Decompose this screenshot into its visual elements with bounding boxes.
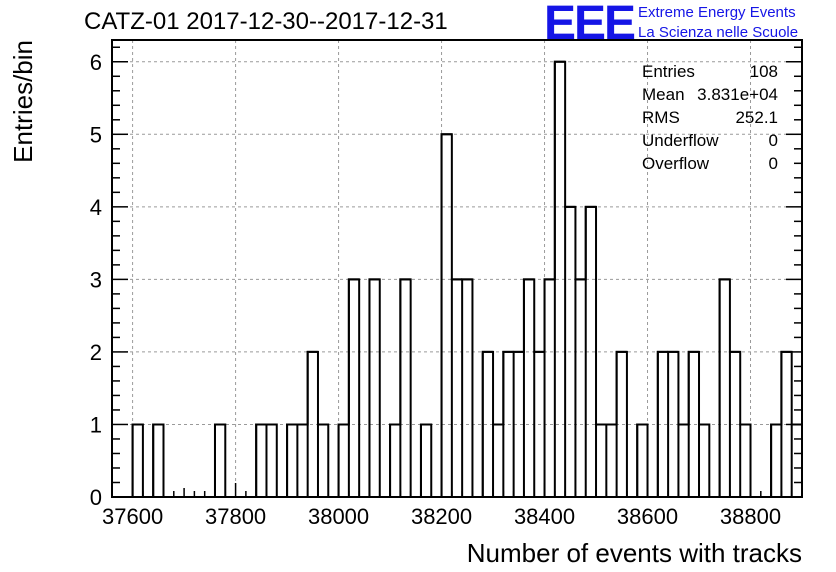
histogram-bin xyxy=(316,423,329,497)
stat-row-entries: Entries 108 xyxy=(642,60,778,83)
y-tick-label: 2 xyxy=(90,340,102,365)
plot-frame xyxy=(111,39,803,498)
histogram-bin xyxy=(574,278,586,497)
histogram-bin xyxy=(131,423,143,497)
histogram-bin xyxy=(419,423,432,497)
histogram-bin xyxy=(543,278,555,497)
histogram-bin xyxy=(347,278,360,497)
stat-row-mean: Mean 3.831e+04 xyxy=(642,83,778,106)
histogram-bin xyxy=(718,278,730,497)
histogram-bin xyxy=(698,423,710,497)
logo-line-1: Extreme Energy Events xyxy=(638,4,796,21)
x-tick-label: 38800 xyxy=(720,504,781,529)
stat-value: 0 xyxy=(768,131,778,150)
stat-row-rms: RMS 252.1 xyxy=(642,106,778,129)
stat-name: Mean xyxy=(642,85,685,104)
eee-logo: EEE xyxy=(544,0,636,50)
y-tick-label: 6 xyxy=(90,50,102,75)
x-tick-label: 38600 xyxy=(617,504,678,529)
y-axis-label: Entries/bin xyxy=(8,40,38,163)
histogram-bin xyxy=(605,423,617,497)
stat-name: Underflow xyxy=(642,131,719,150)
histogram-bin xyxy=(522,278,535,497)
histogram-bin xyxy=(296,423,308,497)
histogram-bin xyxy=(461,278,473,497)
x-tick-label: 38000 xyxy=(308,504,369,529)
y-tick-label: 1 xyxy=(90,412,102,437)
histogram-bin xyxy=(739,423,751,497)
histogram-bin xyxy=(399,278,411,497)
histogram-bin xyxy=(255,423,267,497)
histogram-bin xyxy=(492,423,504,497)
histogram-bin xyxy=(636,423,648,497)
histogram-bin xyxy=(389,423,401,497)
histogram-bin xyxy=(790,423,802,497)
stat-row-overflow: Overflow 0 xyxy=(642,152,778,175)
logo-line-2: La Scienza nelle Scuole xyxy=(638,24,799,41)
histogram-bin xyxy=(677,423,689,497)
stat-value: 252.1 xyxy=(735,108,778,127)
histogram-bin xyxy=(595,423,607,497)
histogram-bin xyxy=(368,278,380,497)
stat-name: RMS xyxy=(642,108,680,127)
stat-name: Entries xyxy=(642,62,695,81)
stats-box: Entries 108 Mean 3.831e+04 RMS 252.1 Und… xyxy=(642,60,778,175)
histogram-bin xyxy=(440,133,452,497)
y-tick-label: 0 xyxy=(90,485,102,510)
x-tick-label: 38400 xyxy=(514,504,575,529)
stat-row-underflow: Underflow 0 xyxy=(642,129,778,152)
logo-caption: Extreme Energy Events La Scienza nelle S… xyxy=(638,3,798,43)
histogram-bin xyxy=(450,278,463,497)
histogram-bin xyxy=(213,423,226,497)
chart-title: CATZ-01 2017-12-30--2017-12-31 xyxy=(84,8,448,35)
histogram-bin xyxy=(265,423,277,497)
histogram-bin xyxy=(286,423,298,497)
x-axis-label: Number of events with tracks xyxy=(467,538,802,568)
histogram-bin xyxy=(152,423,164,497)
y-tick-label: 4 xyxy=(90,195,102,220)
stat-value: 108 xyxy=(749,62,778,81)
y-tick-label: 3 xyxy=(90,267,102,292)
histogram-bin xyxy=(337,423,349,497)
stat-value: 0 xyxy=(768,154,778,173)
stat-name: Overflow xyxy=(642,154,710,173)
histogram-bin xyxy=(770,423,782,497)
x-tick-label: 37800 xyxy=(205,504,266,529)
x-tick-label: 37600 xyxy=(102,504,163,529)
x-tick-label: 38200 xyxy=(411,504,472,529)
stat-value: 3.831e+04 xyxy=(697,85,778,104)
y-tick-label: 5 xyxy=(90,122,102,147)
